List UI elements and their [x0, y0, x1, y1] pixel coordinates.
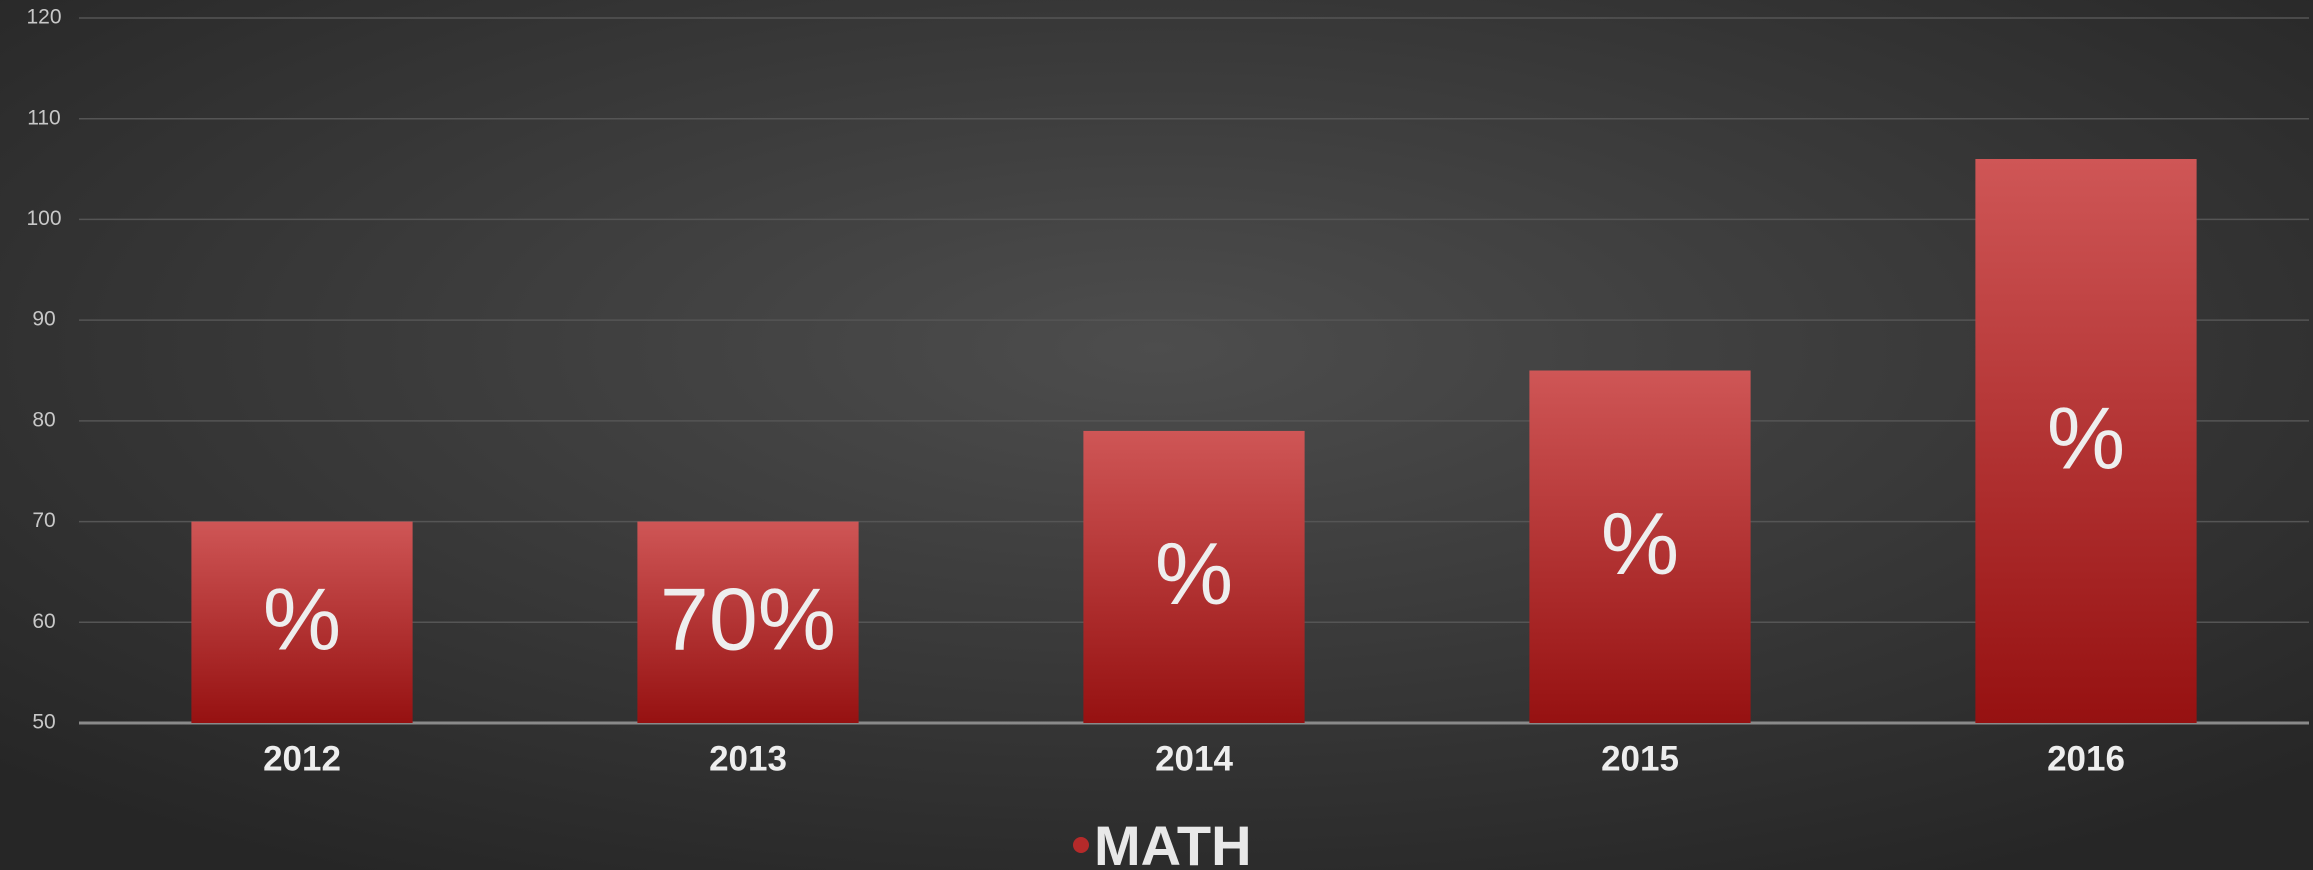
y-tick-label: 100	[26, 207, 61, 230]
y-tick-label: 90	[32, 308, 55, 331]
y-tick-label: 120	[26, 6, 61, 29]
data-label: %	[1601, 494, 1679, 593]
x-tick-label: 2015	[1601, 739, 1679, 778]
y-tick-label: 50	[32, 711, 55, 734]
bar	[637, 521, 859, 723]
x-tick-label: 2016	[2047, 739, 2125, 778]
bar	[191, 521, 413, 723]
bar	[1975, 159, 2197, 723]
y-tick-label: 70	[32, 509, 55, 532]
legend-label: MATH	[1094, 814, 1252, 870]
y-tick-label: 80	[32, 408, 55, 431]
bar	[1083, 430, 1305, 723]
y-tick-label: 60	[32, 610, 55, 633]
data-label: 70%	[660, 570, 836, 669]
data-label: %	[263, 570, 341, 669]
data-label: %	[2047, 388, 2125, 487]
x-tick-label: 2012	[263, 739, 341, 778]
x-tick-label: 2013	[709, 739, 787, 778]
x-tick-label: 2014	[1155, 739, 1233, 778]
y-tick-label: 110	[27, 106, 60, 129]
legend-marker	[1073, 837, 1089, 853]
data-label: %	[1155, 524, 1233, 623]
bar	[1529, 370, 1751, 723]
